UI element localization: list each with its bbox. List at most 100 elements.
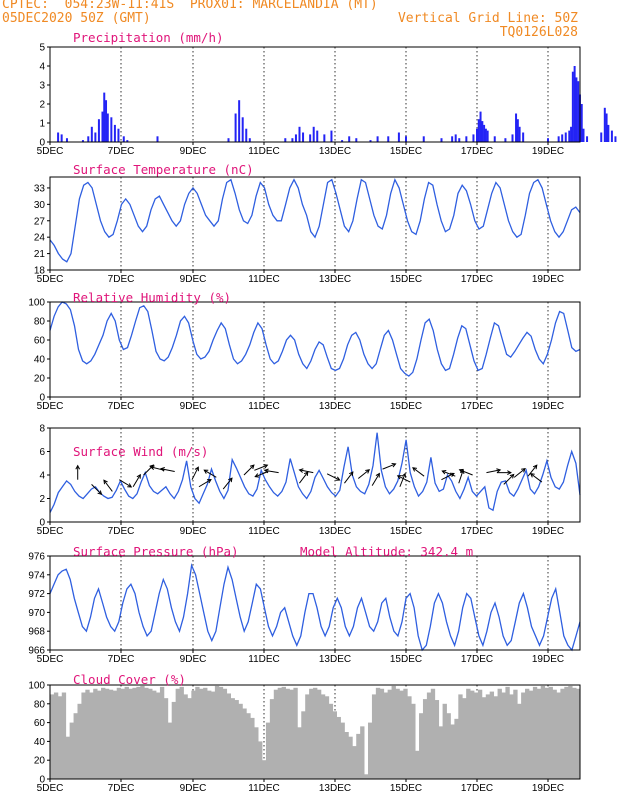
x-tick-label: 17DEC xyxy=(461,783,493,794)
precip-bar xyxy=(387,136,390,142)
panel-title: Surface Pressure (hPa) xyxy=(73,544,239,559)
x-tick-label: 9DEC xyxy=(180,526,207,537)
cloud-bar xyxy=(434,700,440,779)
x-tick-label: 17DEC xyxy=(461,146,493,157)
y-tick-label: 968 xyxy=(28,627,45,638)
cloud-bar xyxy=(442,703,447,779)
wind-arrow xyxy=(299,471,309,484)
precip-bar xyxy=(65,138,68,142)
wind-arrow xyxy=(326,473,340,481)
wind-arrow xyxy=(160,468,175,472)
cloud-bar xyxy=(238,703,243,779)
wind-arrow-head xyxy=(254,473,260,478)
cloud-bar xyxy=(93,688,98,779)
y-tick-label: 0 xyxy=(39,775,45,786)
cloud-bar xyxy=(273,689,279,779)
y-tick-label: 974 xyxy=(28,570,45,581)
precip-bar xyxy=(603,107,606,142)
cloud-bar xyxy=(556,692,561,779)
cloud-bar xyxy=(97,690,102,779)
precip-bar xyxy=(454,134,457,142)
cloud-bar xyxy=(285,688,290,779)
wind-arrow xyxy=(243,464,255,476)
precip-bar xyxy=(476,128,478,142)
precip-bar xyxy=(405,136,407,142)
wind-arrow xyxy=(382,463,396,470)
precip-bar xyxy=(477,119,480,142)
x-tick-label: 7DEC xyxy=(108,146,135,157)
cloud-bar xyxy=(57,696,63,779)
panel-subtitle: Model Altitude: 342.4 m xyxy=(300,544,473,559)
x-tick-label: 17DEC xyxy=(461,274,493,285)
cloud-bar xyxy=(513,689,518,779)
cloud-bar xyxy=(430,688,436,779)
y-tick-label: 2 xyxy=(39,494,45,505)
cloud-bar xyxy=(438,726,443,779)
cloud-bar xyxy=(230,698,235,779)
panel-6: 0 20 40 60 80 100 5DEC 7DEC 9DEC 11DEC 13DEC 15DEC 1… xyxy=(28,672,581,794)
cloud-bar xyxy=(340,722,345,779)
precip-bar xyxy=(484,128,487,142)
cloud-bar xyxy=(234,700,239,779)
cloud-bar xyxy=(112,690,118,779)
cloud-bar xyxy=(474,692,479,779)
cloud-bar xyxy=(199,688,204,779)
precip-bar xyxy=(316,130,319,142)
x-tick-label: 11DEC xyxy=(248,401,280,412)
cloud-bar xyxy=(77,703,82,779)
panel-2: 18 21 24 27 30 33 5DEC 7DEC 9DEC 11DEC 13DEC 15DEC 1… xyxy=(34,162,581,285)
precip-bar xyxy=(294,134,297,142)
cloud-bar xyxy=(140,685,145,779)
wind-arrow xyxy=(459,469,473,476)
wind-arrow-head xyxy=(206,479,212,484)
precip-bar xyxy=(103,92,106,142)
wind-arrow xyxy=(119,479,132,488)
wind-arrow-head xyxy=(298,468,304,473)
precip-bar xyxy=(330,130,333,142)
cloud-bar xyxy=(548,686,553,779)
x-tick-label: 13DEC xyxy=(319,146,351,157)
series-line xyxy=(49,177,581,263)
wind-arrow-head xyxy=(75,464,81,470)
precip-bar xyxy=(515,113,518,142)
wind-arrow xyxy=(264,469,279,474)
series-line xyxy=(49,432,581,513)
wind-arrow xyxy=(91,484,102,495)
x-tick-label: 5DEC xyxy=(37,654,64,665)
y-tick-label: 20 xyxy=(34,756,46,767)
precip-bar xyxy=(376,136,379,142)
precip-bar xyxy=(309,134,312,142)
wind-arrow xyxy=(357,469,370,479)
cloud-bar xyxy=(269,699,275,779)
panel-frame xyxy=(49,427,581,523)
panel-title: Relative Humidity (%) xyxy=(73,290,231,305)
precip-bar xyxy=(605,113,608,142)
y-tick-label: 2 xyxy=(39,100,45,111)
cloud-bar xyxy=(226,693,231,779)
wind-arrow-head xyxy=(396,475,402,480)
cloud-bar xyxy=(53,692,59,779)
cloud-bar xyxy=(89,692,94,779)
cloud-bar xyxy=(301,711,306,779)
precip-bar xyxy=(97,119,100,142)
wind-arrow-head xyxy=(365,469,371,474)
x-tick-label: 15DEC xyxy=(390,526,422,537)
cloud-bar xyxy=(210,691,216,779)
cloud-bar xyxy=(246,713,251,779)
cloud-bar xyxy=(360,726,365,779)
x-tick-label: 13DEC xyxy=(319,274,351,285)
cloud-bar xyxy=(116,687,122,779)
wind-arrow-head xyxy=(103,479,108,485)
y-tick-label: 40 xyxy=(34,355,46,366)
cloud-bar xyxy=(426,692,432,779)
precip-bar xyxy=(227,138,230,142)
precip-bar xyxy=(486,130,489,142)
wind-arrow xyxy=(397,475,411,483)
cloud-bar xyxy=(254,727,259,779)
cloud-bar xyxy=(466,688,471,779)
precip-bar xyxy=(547,138,549,142)
x-tick-label: 17DEC xyxy=(461,654,493,665)
cloud-bar xyxy=(348,736,353,779)
precip-bar xyxy=(312,126,315,142)
